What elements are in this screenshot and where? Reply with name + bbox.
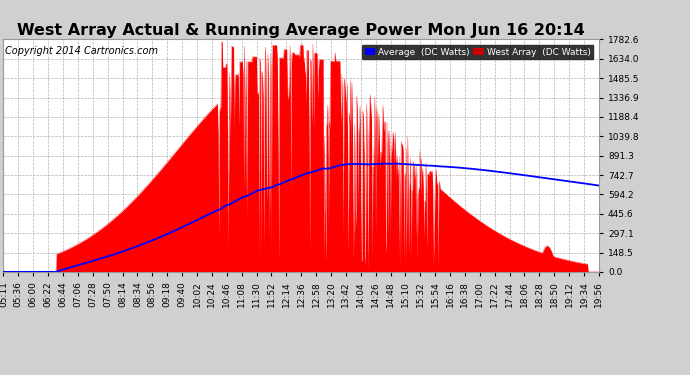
Text: Copyright 2014 Cartronics.com: Copyright 2014 Cartronics.com bbox=[5, 46, 157, 56]
Legend: Average  (DC Watts), West Array  (DC Watts): Average (DC Watts), West Array (DC Watts… bbox=[361, 44, 594, 60]
Title: West Array Actual & Running Average Power Mon Jun 16 20:14: West Array Actual & Running Average Powe… bbox=[17, 23, 585, 38]
